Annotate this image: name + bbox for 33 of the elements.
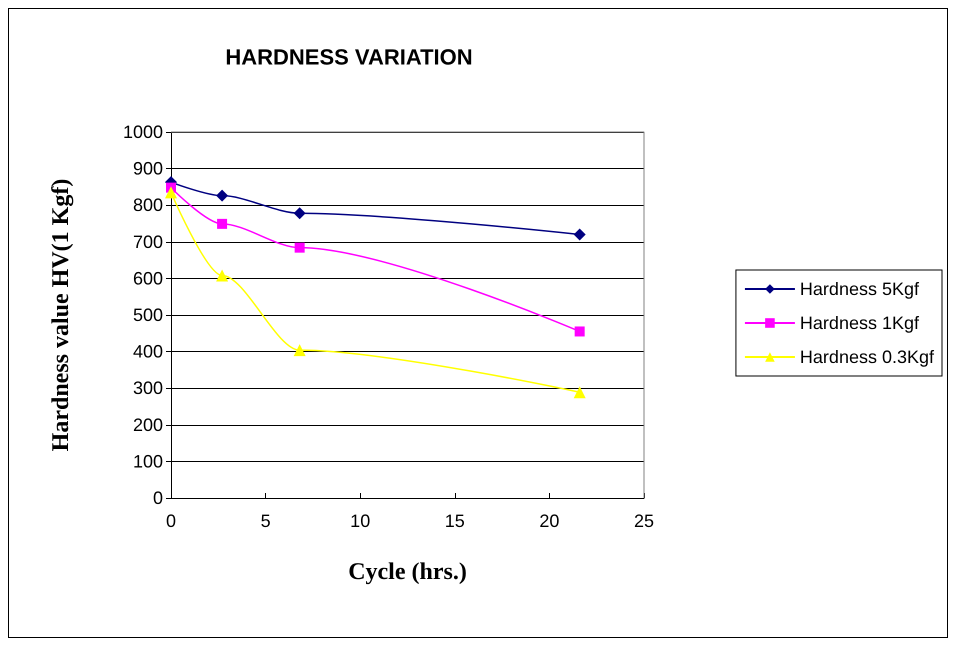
x-tick-label: 25 xyxy=(634,511,654,531)
x-tick-label: 5 xyxy=(260,511,271,531)
point xyxy=(574,386,586,398)
y-tick-label: 600 xyxy=(132,268,163,288)
x-tick-label: 10 xyxy=(350,511,370,531)
y-tick-label: 500 xyxy=(132,305,163,325)
y-tick-label: 700 xyxy=(132,232,163,252)
y-tick-label: 100 xyxy=(132,451,163,472)
point xyxy=(216,269,228,282)
point xyxy=(574,228,586,240)
x-tick-label: 0 xyxy=(166,511,176,531)
point xyxy=(294,344,306,356)
y-tick-label: 400 xyxy=(132,342,163,362)
y-tick-label: 200 xyxy=(132,414,163,435)
y-tick-label: 900 xyxy=(132,158,163,179)
y-axis-title: Hardness value HV(1 Kgf) xyxy=(48,178,74,452)
legend-label: Hardness 5Kgf xyxy=(800,279,920,299)
y-tick-label: 800 xyxy=(132,195,163,216)
x-axis-title: Cycle (hrs.) xyxy=(348,559,467,585)
x-tick-label: 15 xyxy=(444,511,465,531)
legend-label: Hardness 0.3Kgf xyxy=(800,347,935,367)
point xyxy=(294,242,305,253)
y-tick-label: 1000 xyxy=(122,122,163,142)
point xyxy=(165,186,177,198)
point xyxy=(216,190,228,202)
y-tick-label: 300 xyxy=(132,378,163,398)
point xyxy=(217,218,228,229)
point xyxy=(574,326,585,336)
chart-title: HARDNESS VARIATION xyxy=(225,44,473,70)
x-tick-label: 20 xyxy=(539,511,560,531)
legend-label: Hardness 1Kgf xyxy=(800,313,920,333)
point xyxy=(294,207,306,220)
y-tick-label: 0 xyxy=(152,488,163,508)
